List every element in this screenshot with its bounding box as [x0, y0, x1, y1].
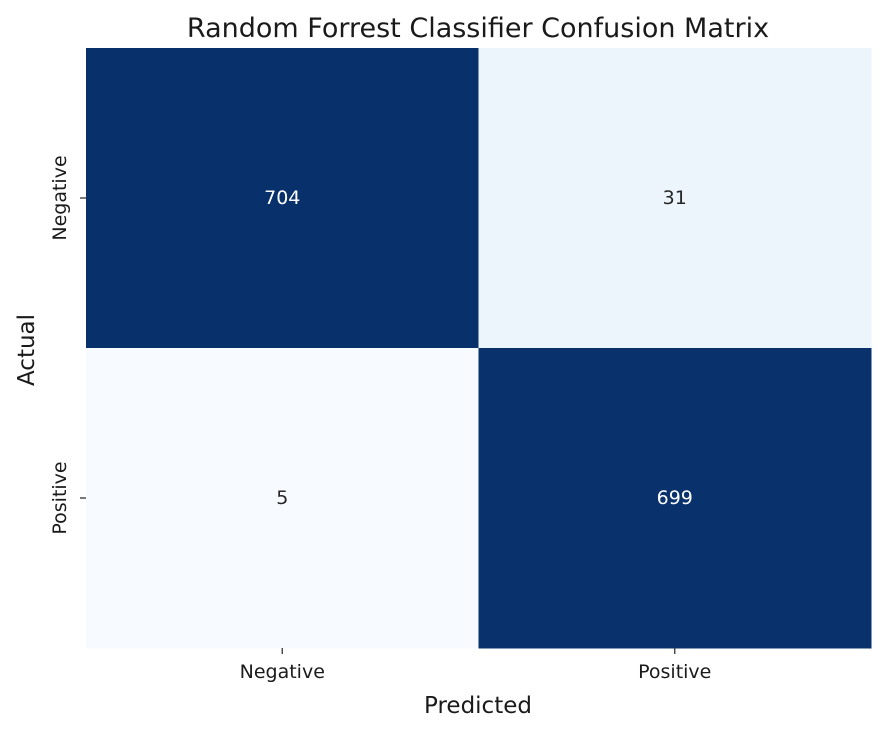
y-tick-label: Positive: [49, 461, 71, 534]
heatmap-cell-labels: 704 31 5 699: [264, 187, 693, 509]
chart-title: Random Forrest Classifier Confusion Matr…: [187, 13, 769, 44]
heatmap-cell: [478, 348, 872, 649]
heatmap-cell: [478, 48, 872, 349]
heatmap-cell-value: 704: [264, 187, 300, 209]
heatmap-cell-value: 31: [663, 187, 687, 209]
heatmap-cell: [86, 348, 479, 649]
heatmap-cells: [86, 48, 872, 649]
heatmap-cell: [86, 48, 479, 349]
x-tick-label: Positive: [638, 661, 711, 683]
y-axis-label: Actual: [14, 314, 40, 386]
x-tick-label: Negative: [240, 661, 325, 683]
x-axis-label: Predicted: [424, 693, 532, 719]
y-axis-ticks: Negative Positive: [49, 155, 86, 535]
heatmap-cell-value: 5: [276, 487, 288, 509]
y-tick-label: Negative: [49, 155, 71, 240]
heatmap-cell-value: 699: [657, 487, 693, 509]
x-axis-ticks: Negative Positive: [240, 648, 711, 683]
